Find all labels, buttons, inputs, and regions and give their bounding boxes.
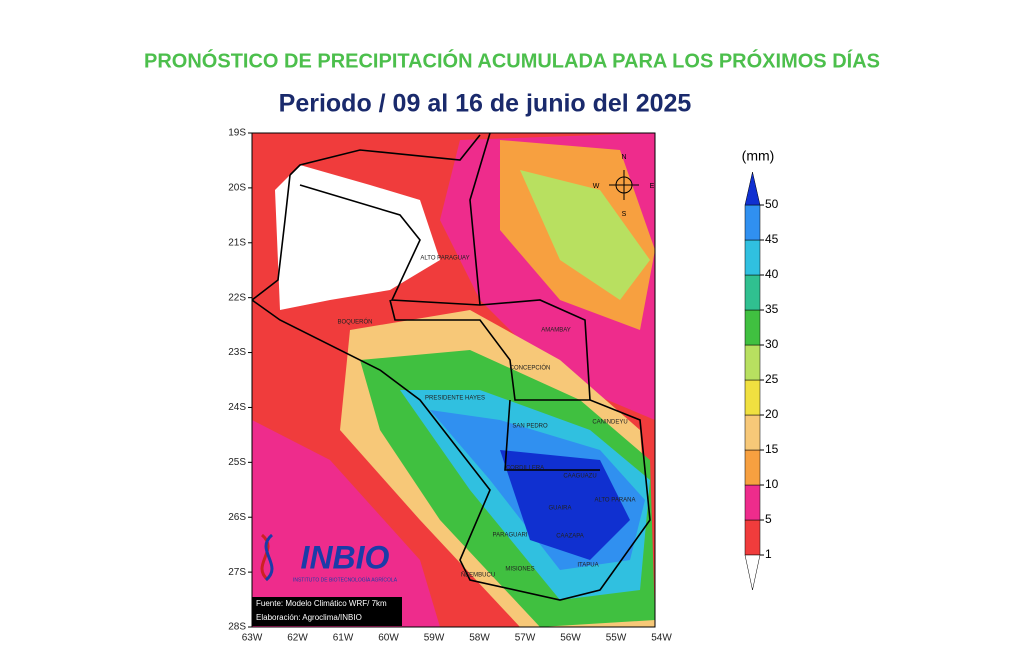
legend-bin xyxy=(744,449,761,486)
lon-label: 62W xyxy=(287,633,308,644)
legend-bin xyxy=(744,239,761,276)
logo-name: INBIO xyxy=(301,539,390,575)
department-label: CANINDEYU xyxy=(592,420,627,426)
map: INBIO INSTITUTO DE BIOTECNOLOGÍA AGRÍCOL… xyxy=(251,132,656,628)
department-label: MISIONES xyxy=(505,567,534,573)
department-label: ITAPUA xyxy=(577,563,598,569)
compass-label: E xyxy=(650,183,655,190)
lon-label: 60W xyxy=(378,633,399,644)
legend-label: 30 xyxy=(765,337,779,351)
legend-bin xyxy=(744,309,761,346)
border xyxy=(252,133,651,601)
logo: INBIO INSTITUTO DE BIOTECNOLOGÍA AGRÍCOL… xyxy=(260,533,398,583)
legend-bin xyxy=(744,344,761,381)
compass-label: W xyxy=(593,183,600,190)
legend-label: 20 xyxy=(765,407,779,421)
legend-label: 50 xyxy=(765,197,779,211)
legend-label: 40 xyxy=(765,267,779,281)
legend-label: 35 xyxy=(765,302,779,316)
source-text: Elaboración: Agroclima/INBIO xyxy=(256,613,362,622)
lat-label: 23S xyxy=(228,347,246,358)
compass xyxy=(609,170,639,200)
lon-label: 56W xyxy=(560,633,581,644)
subtitle: Periodo / 09 al 16 de junio del 2025 xyxy=(279,90,692,118)
lat-label: 22S xyxy=(228,292,246,303)
department-label: CAAGUAZU xyxy=(563,474,596,480)
department-label: ALTO PARAGUAY xyxy=(420,256,469,262)
logo-icon xyxy=(260,533,270,582)
lon-label: 63W xyxy=(242,633,263,644)
department-label: ALTO PARANA xyxy=(594,498,635,504)
lat-label: 20S xyxy=(228,183,246,194)
lon-label: 58W xyxy=(469,633,490,644)
legend-unit: (mm) xyxy=(742,148,775,164)
legend-label: 45 xyxy=(765,232,779,246)
legend-bin xyxy=(744,204,761,241)
logo-caption: INSTITUTO DE BIOTECNOLOGÍA AGRÍCOLA xyxy=(293,576,398,583)
compass-label: N xyxy=(621,154,626,161)
lat-label: 27S xyxy=(228,567,246,578)
lat-label: 26S xyxy=(228,512,246,523)
logo-icon xyxy=(264,533,274,582)
legend-arrow xyxy=(744,554,761,591)
title: PRONÓSTICO DE PRECIPITACIÓN ACUMULADA PA… xyxy=(144,48,880,72)
lon-label: 54W xyxy=(651,633,672,644)
compass-label: S xyxy=(622,211,627,218)
department-label: GUAIRA xyxy=(548,506,571,512)
lon-label: 57W xyxy=(515,633,536,644)
dry-area xyxy=(275,165,440,310)
department-label: CONCEPCIÓN xyxy=(510,365,551,372)
legend-label: 1 xyxy=(765,547,772,561)
department-label: SAN PEDRO xyxy=(512,424,548,430)
department-label: CORDILLERA xyxy=(506,466,544,472)
rain-field xyxy=(252,420,440,627)
lon-label: 61W xyxy=(333,633,354,644)
legend-bin xyxy=(744,274,761,311)
rain-field xyxy=(500,450,630,560)
lat-label: 28S xyxy=(228,622,246,633)
legend-label: 15 xyxy=(765,442,779,456)
department-label: CAAZAPA xyxy=(556,534,584,540)
lon-label: 59W xyxy=(424,633,445,644)
legend-label: 25 xyxy=(765,372,779,386)
department-label: BOQUERÓN xyxy=(337,319,372,326)
lat-label: 21S xyxy=(228,237,246,248)
department-label: AMAMBAY xyxy=(541,328,571,334)
source-text: Fuente: Modelo Climático WRF/ 7km xyxy=(256,599,387,608)
department-label: ÑEEMBUCU xyxy=(461,572,495,579)
source-box xyxy=(252,597,402,626)
legend-bin xyxy=(744,484,761,521)
lon-label: 55W xyxy=(606,633,627,644)
rain-field xyxy=(520,170,650,300)
lat-label: 25S xyxy=(228,457,246,468)
department-label: PARAGUARI xyxy=(493,533,528,539)
lat-label: 19S xyxy=(228,128,246,139)
legend-label: 10 xyxy=(765,477,779,491)
legend-bin xyxy=(744,379,761,416)
lat-label: 24S xyxy=(228,402,246,413)
department-label: PRESIDENTE HAYES xyxy=(425,396,485,402)
legend-arrow xyxy=(744,171,761,206)
legend-label: 5 xyxy=(765,512,772,526)
legend-bin xyxy=(744,414,761,451)
legend-bin xyxy=(744,519,761,556)
map-frame xyxy=(251,132,656,628)
